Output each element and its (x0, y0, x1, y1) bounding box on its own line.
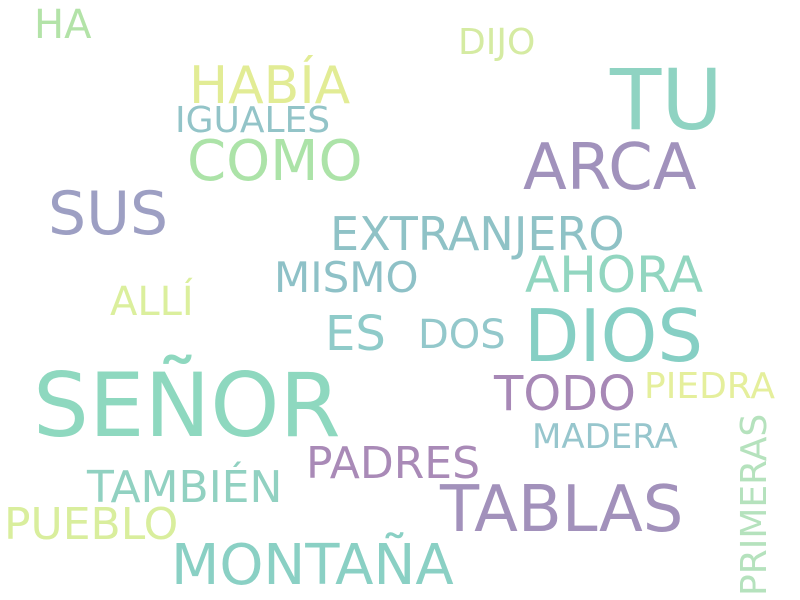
word-primeras: PRIMERAS (734, 413, 775, 596)
word-tablas: TABLAS (440, 473, 684, 547)
word-mismo: MISMO (274, 253, 419, 302)
word-dos: DOS (418, 312, 506, 358)
word-dios: DIOS (524, 294, 704, 378)
word-dijo: DIJO (458, 22, 536, 63)
word-alli: ALLÍ (110, 279, 194, 325)
word-madera: MADERA (532, 417, 678, 457)
word-es: ES (325, 306, 386, 362)
word-extranjero: EXTRANJERO (330, 207, 625, 261)
word-senor: SEÑOR (33, 354, 341, 457)
word-piedra: PIEDRA (644, 366, 775, 407)
word-tu: TU (610, 51, 723, 149)
word-montana: MONTAÑA (171, 533, 454, 598)
word-habia: HABÍA (189, 56, 351, 116)
word-tambien: TAMBIÉN (87, 462, 283, 513)
word-pueblo: PUEBLO (4, 499, 179, 550)
word-ha: HA (34, 2, 92, 48)
word-ahora: AHORA (525, 246, 704, 304)
word-sus: SUS (48, 179, 169, 249)
word-arca: ARCA (523, 131, 697, 205)
word-padres: PADRES (306, 438, 481, 489)
word-todo: TODO (494, 366, 636, 422)
word-como: COMO (187, 129, 363, 194)
word-iguales: IGUALES (175, 100, 331, 141)
